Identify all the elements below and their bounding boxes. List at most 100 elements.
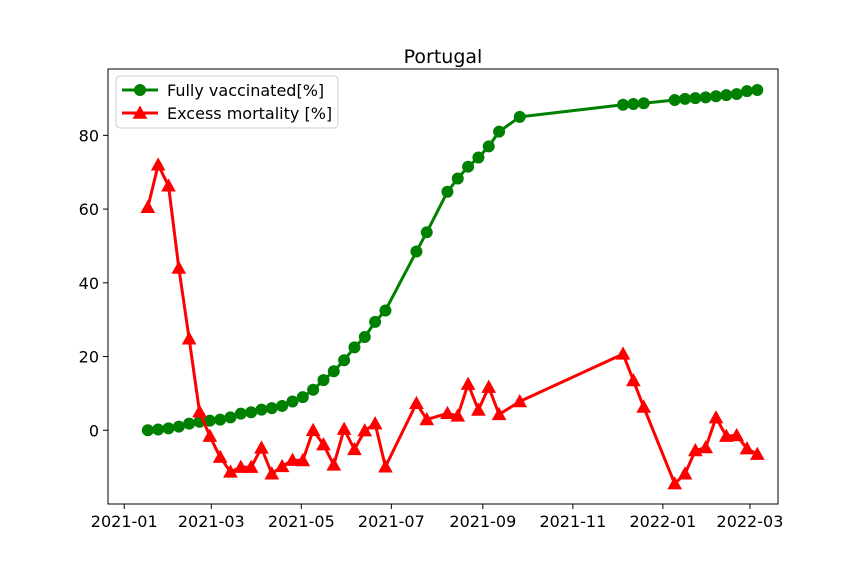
- x-tick-label: 2021-05: [268, 512, 335, 531]
- plot-frame: [107, 68, 779, 505]
- data-point: [440, 405, 455, 420]
- data-point: [369, 315, 382, 328]
- data-point: [162, 422, 175, 435]
- data-point: [419, 412, 435, 426]
- data-point: [710, 90, 723, 103]
- data-point: [668, 93, 681, 106]
- x-tick-label: 2022-01: [629, 512, 696, 531]
- data-point: [512, 393, 528, 408]
- data-point: [462, 160, 475, 173]
- data-point: [677, 466, 693, 480]
- x-tick-label: 2021-01: [91, 512, 158, 531]
- data-point: [739, 441, 755, 455]
- data-point: [730, 88, 743, 101]
- legend-marker: [134, 84, 146, 96]
- data-point: [295, 452, 311, 467]
- data-point: [307, 383, 320, 396]
- data-point: [326, 457, 342, 471]
- data-point: [276, 399, 289, 412]
- data-point: [491, 406, 507, 421]
- data-point: [183, 417, 196, 430]
- data-point: [286, 395, 299, 408]
- data-point: [410, 245, 423, 258]
- data-point: [471, 402, 486, 416]
- y-tick-label: 20: [79, 348, 99, 367]
- data-point: [140, 199, 156, 213]
- data-point: [450, 408, 466, 422]
- data-point: [720, 89, 733, 102]
- data-point: [150, 157, 166, 171]
- data-point: [689, 92, 702, 105]
- data-point: [379, 304, 392, 317]
- data-point: [441, 185, 454, 198]
- data-point: [233, 459, 249, 473]
- data-point: [264, 466, 280, 480]
- y-axis: 0 20 40 60 80: [79, 126, 108, 440]
- data-point: [316, 437, 331, 451]
- data-point: [181, 331, 197, 345]
- data-point: [637, 97, 650, 110]
- data-point: [305, 422, 321, 436]
- y-tick-label: 0: [89, 421, 99, 440]
- series-fully-vaccinated: [141, 84, 764, 437]
- data-point: [451, 172, 464, 185]
- data-point: [493, 125, 506, 138]
- legend-entry-label: Excess mortality [%]: [167, 104, 332, 123]
- legend-box: [115, 75, 339, 129]
- data-point: [223, 464, 238, 478]
- data-point: [367, 416, 383, 430]
- data-point: [224, 411, 237, 424]
- data-point: [626, 372, 641, 387]
- x-tick-label: 2021-07: [358, 512, 425, 531]
- legend-marker: [132, 105, 148, 119]
- data-point: [460, 376, 476, 390]
- data-point: [667, 476, 683, 490]
- x-tick-label: 2021-11: [539, 512, 606, 531]
- data-point: [171, 260, 187, 274]
- data-point: [513, 110, 526, 123]
- chart-title: Portugal: [404, 46, 483, 68]
- data-point: [481, 379, 497, 393]
- y-tick-label: 40: [79, 274, 99, 293]
- data-point: [172, 420, 185, 433]
- data-point: [378, 459, 393, 473]
- y-tick-label: 80: [79, 126, 99, 145]
- data-point: [699, 91, 712, 104]
- data-point: [243, 459, 259, 473]
- data-point: [741, 85, 754, 98]
- y-tick-label: 60: [79, 200, 99, 219]
- data-point: [409, 395, 424, 410]
- data-point: [358, 331, 371, 344]
- data-point: [627, 98, 640, 111]
- data-point: [141, 424, 154, 437]
- x-tick-label: 2022-03: [717, 512, 784, 531]
- data-point: [338, 354, 351, 367]
- data-point: [336, 421, 352, 435]
- data-point: [265, 402, 278, 415]
- series-excess-mortality: [140, 157, 765, 490]
- data-point: [617, 98, 630, 111]
- data-point: [615, 346, 631, 360]
- data-point: [751, 84, 764, 97]
- plot-area: [140, 84, 765, 490]
- data-point: [327, 365, 340, 378]
- data-point: [420, 226, 433, 239]
- data-point: [347, 441, 362, 456]
- data-point: [482, 140, 495, 153]
- data-point: [749, 446, 765, 460]
- data-point: [202, 428, 218, 442]
- data-point: [245, 406, 258, 419]
- data-point: [636, 399, 652, 413]
- x-axis: 2021-01 2021-03 2021-05 2021-07 2021-09 2021-…: [91, 504, 784, 531]
- data-point: [214, 413, 227, 426]
- data-point: [698, 440, 714, 454]
- data-point: [729, 427, 745, 442]
- data-point: [718, 428, 734, 442]
- x-tick-label: 2021-09: [449, 512, 516, 531]
- data-point: [152, 423, 165, 436]
- data-point: [285, 452, 300, 466]
- data-point: [357, 423, 373, 437]
- data-point: [348, 341, 361, 354]
- data-point: [212, 449, 228, 463]
- data-point: [161, 178, 176, 192]
